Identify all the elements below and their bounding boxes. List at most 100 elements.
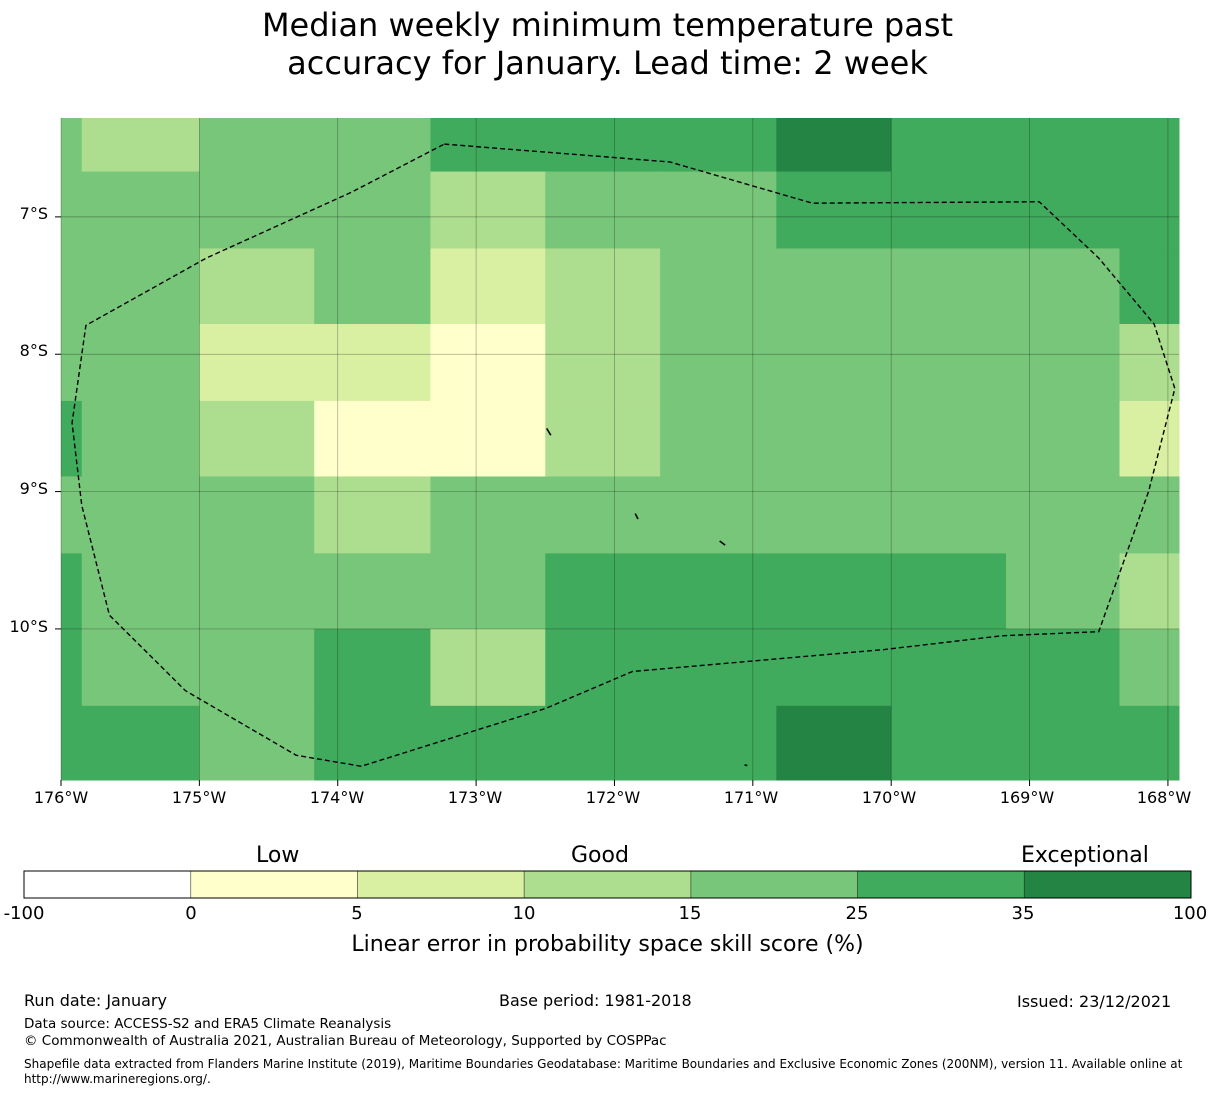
grid-cell [545,400,661,477]
grid-cell [660,553,777,630]
lon-label-172w: 172°W [585,788,641,807]
grid-cell [430,628,546,707]
grid-cell [660,171,777,249]
colorbar-tick-label: 25 [845,903,869,924]
grid-cell [430,553,546,630]
grid-cell [430,400,546,477]
grid-cell [776,553,892,630]
grid-cell [314,248,431,325]
grid-cell [891,476,1007,554]
grid-cell [199,324,315,402]
legend-category-low: Low [256,843,300,868]
grid-cell [314,705,431,781]
data-source: Data source: ACCESS-S2 and ERA5 Climate … [24,1016,392,1032]
grid-cell [314,553,431,630]
grid-cell [61,553,83,630]
grid-cell [430,705,546,781]
grid-cell [61,476,83,554]
grid-cell [81,324,200,402]
grid-cell [776,476,892,554]
grid-cell [314,118,431,173]
grid-cell [660,476,777,554]
run-date: Run date: January [24,991,167,1010]
grid-cell [61,628,83,707]
grid-cell [314,400,431,477]
grid-cell [1119,628,1180,707]
lon-label-174w: 174°W [309,788,365,807]
grid-cell [314,476,431,554]
grid-cell [199,248,315,325]
grid-cell [776,248,892,325]
grid-cell [430,476,546,554]
grid-cell [545,553,661,630]
issued-date: Issued: 23/12/2021 [1017,992,1172,1011]
map-title-line-1: Median weekly minimum temperature past [261,6,954,44]
grid-cell [81,400,200,477]
grid-cell [61,171,83,249]
map-title: Median weekly minimum temperature past a… [0,6,1215,82]
lon-label-173w: 173°W [447,788,503,807]
colorbar-segment [190,871,358,898]
colorbar-outline [23,870,1192,899]
lon-label-176w: 176°W [33,788,89,807]
colorbar-tick-label: 0 [185,903,197,924]
grid-cell [61,400,83,477]
lat-lon-gridlines [60,118,1179,780]
grid-cell [430,171,546,249]
grid-cell [1119,553,1180,630]
colorbar-tick-label: 35 [1011,903,1035,924]
grid-cell [430,248,546,325]
grid-cell [314,171,431,249]
colorbar-tick-label: 15 [678,903,702,924]
grid-cell [430,324,546,402]
grid-cell [61,248,83,325]
grid-cell [545,705,661,781]
grid-cell [545,628,661,707]
colorbar-tick-label: 5 [351,903,363,924]
colorbar-label: Linear error in probability space skill … [351,932,864,957]
grid-cell [891,705,1007,781]
colorbar-segment [24,871,191,898]
lat-label-9s: 9°S [19,479,48,498]
grid-cell [430,118,546,173]
grid-cell [81,628,200,707]
eez-boundary [71,143,1176,767]
grid-cell [199,553,315,630]
grid-cell [891,324,1007,402]
grid-cell [891,248,1007,325]
grid-cell [61,705,83,781]
grid-cell [1006,171,1121,249]
grid-cell [891,628,1007,707]
colorbar-segment [357,871,525,898]
colorbar [23,870,1192,899]
legend-category-good: Good [571,843,629,868]
grid-cell [891,118,1007,173]
map-title-line-2: accuracy for January. Lead time: 2 week [287,44,928,82]
grid-cell [199,476,315,554]
grid-cell [660,118,777,173]
grid-cell [61,118,83,173]
grid-cell [1119,248,1180,325]
colorbar-segment [857,871,1025,898]
eez-boundary-line [71,143,1176,767]
grid-cell [776,400,892,477]
grid-cell [199,705,315,781]
colorbar-tick-label: 100 [1172,903,1208,924]
lat-label-10s: 10°S [9,617,48,636]
lat-label-7s: 7°S [19,204,48,223]
grid-cell [81,476,200,554]
grid-cell [891,400,1007,477]
grid-cell [1006,705,1121,781]
grid-cell [776,171,892,249]
grid-cell [1119,324,1180,402]
grid-cell [660,400,777,477]
island-outline [545,427,552,436]
colorbar-tick-label: -100 [3,903,45,924]
lon-label-169w: 169°W [999,788,1055,807]
grid-cell [1119,118,1180,173]
shapefile-credit: Shapefile data extracted from Flanders M… [24,1057,1183,1086]
grid-cell [1006,476,1121,554]
colorbar-segment [1024,871,1191,898]
grid-cell [199,628,315,707]
